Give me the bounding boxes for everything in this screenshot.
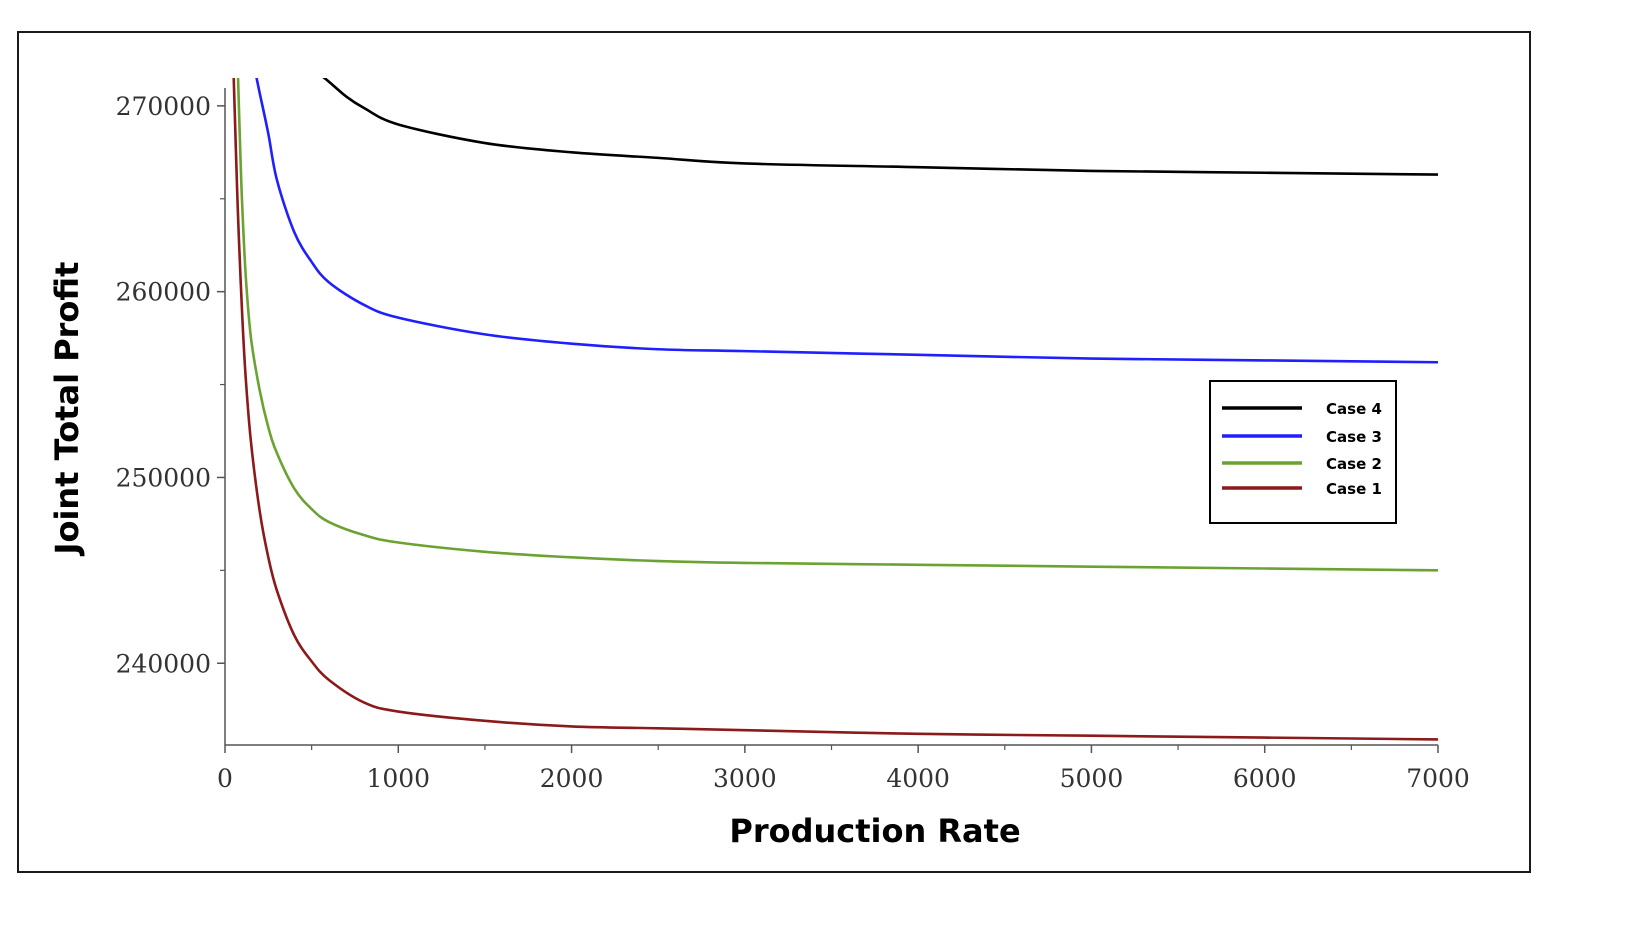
x-ticks: 0 1000 2000 3000 4000 5000 6000 7000 [217,745,1470,793]
legend-label: Case 1 [1326,480,1382,498]
series-line-case-4 [322,78,1438,176]
y-tick-label: 240000 [116,649,211,678]
x-tick-label: 5000 [1060,764,1124,793]
legend-label: Case 4 [1326,400,1382,418]
legend-label: Case 3 [1326,428,1382,446]
y-ticks: 240000 250000 260000 270000 [116,92,225,678]
legend-box [1209,380,1397,524]
x-tick-label: 7000 [1406,764,1470,793]
x-axis-title: Production Rate [729,812,1020,850]
y-tick-label: 260000 [116,278,211,307]
y-axis-title: Joint Total Profit [48,262,86,557]
series-layer [232,78,1438,741]
x-tick-label: 1000 [366,764,430,793]
legend: Case 4 Case 3 Case 2 Case 1 [1209,380,1397,524]
y-tick-label: 250000 [116,463,211,492]
series-line-case-2 [236,78,1438,572]
y-tick-label: 270000 [116,92,211,121]
x-tick-label: 2000 [540,764,604,793]
series-line-case-1 [232,78,1438,741]
x-tick-label: 0 [217,764,233,793]
legend-items: Case 4 Case 3 Case 2 Case 1 [1222,400,1382,498]
legend-label: Case 2 [1326,455,1382,473]
x-tick-label: 6000 [1233,764,1297,793]
x-tick-label: 3000 [713,764,777,793]
series-line-case-3 [255,78,1438,364]
x-tick-label: 4000 [886,764,950,793]
